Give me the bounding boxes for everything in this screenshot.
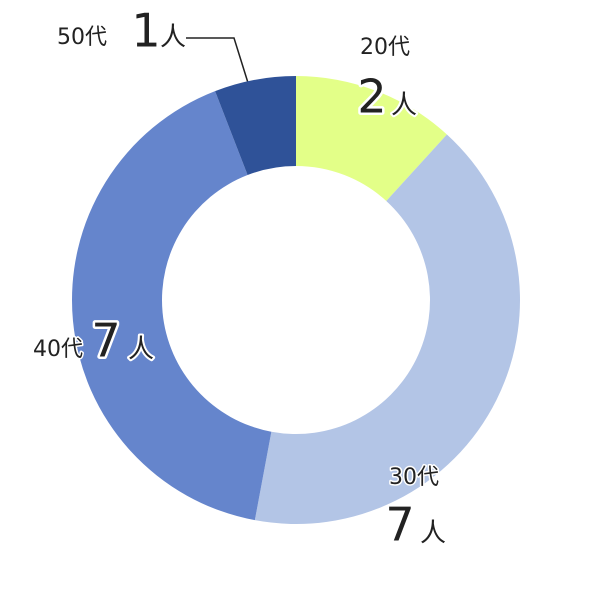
unit-label: 人 bbox=[391, 91, 417, 121]
slice-label: 50代 bbox=[57, 25, 107, 50]
donut-slice bbox=[296, 76, 447, 201]
unit-label: 人 bbox=[128, 335, 154, 365]
value-label: 7 bbox=[91, 314, 120, 368]
value-label: 7 bbox=[385, 498, 414, 552]
donut-slice bbox=[71, 91, 272, 521]
value-label: 1 bbox=[131, 4, 160, 58]
value-label: 2 bbox=[357, 70, 386, 124]
slice-label: 20代 bbox=[360, 35, 410, 60]
slice-label: 30代 bbox=[389, 465, 439, 490]
donut-slice bbox=[215, 76, 296, 176]
unit-label: 人 bbox=[420, 519, 446, 549]
donut-slice bbox=[254, 134, 521, 524]
unit-label: 人 bbox=[160, 23, 186, 53]
slice-label: 40代 bbox=[33, 337, 83, 362]
